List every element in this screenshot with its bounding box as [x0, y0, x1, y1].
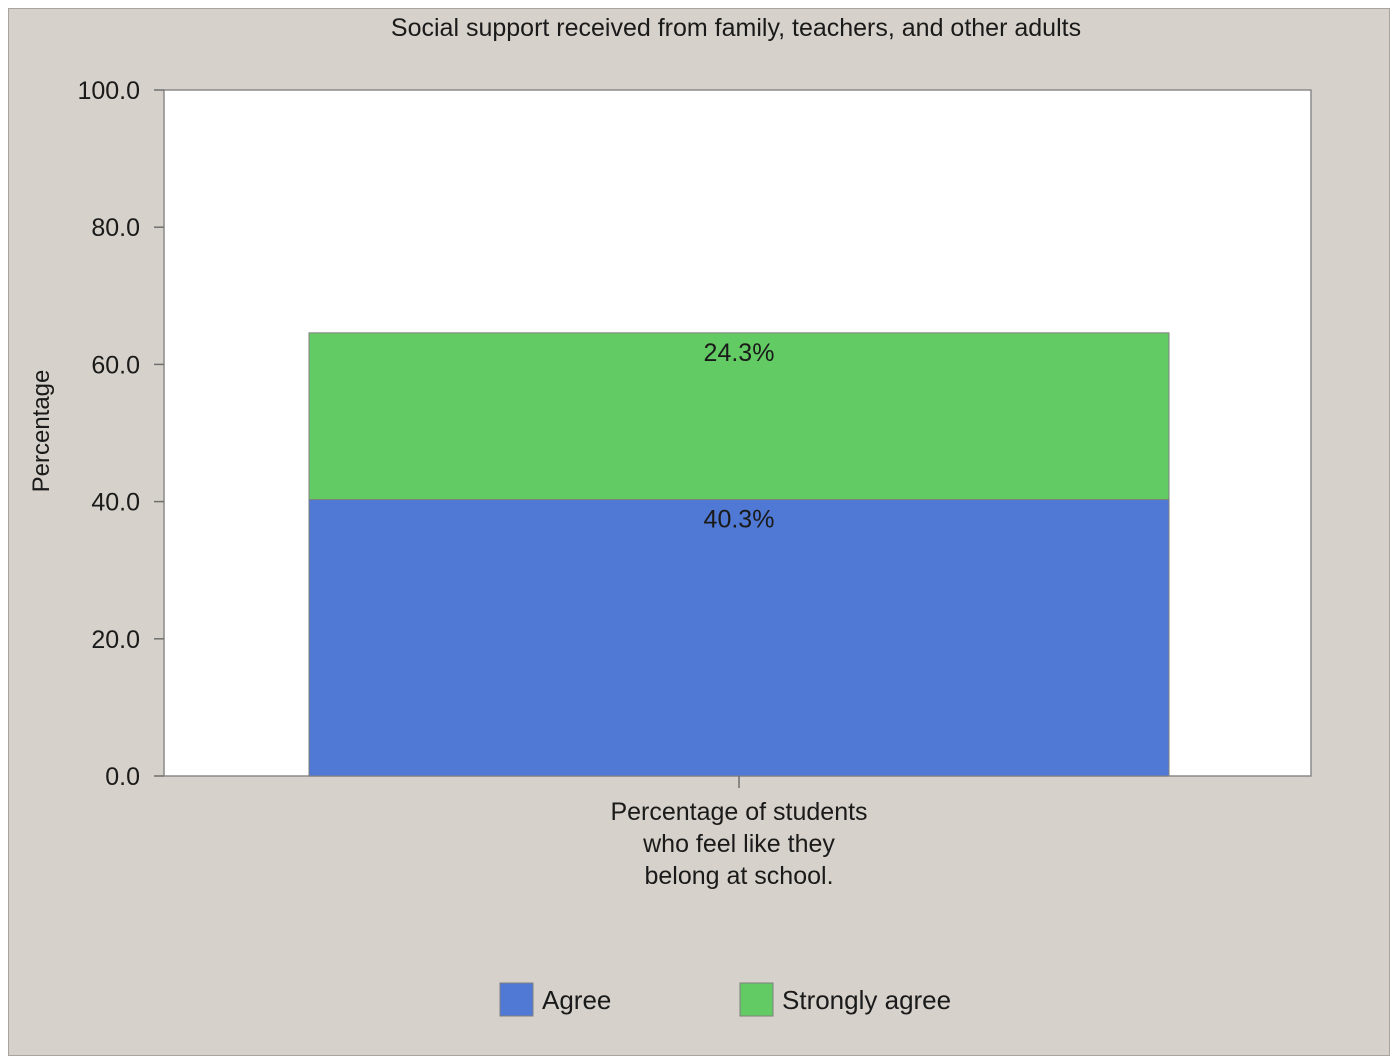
bar-segment-strongly-agree [308, 332, 1170, 501]
y-tick-label: 80.0 [91, 214, 140, 242]
data-label-strongly-agree: 24.3% [704, 339, 775, 367]
legend-swatch-agree [499, 982, 534, 1017]
y-tick-label: 0.0 [105, 763, 140, 791]
y-tick-label: 40.0 [91, 489, 140, 517]
y-tick-label: 100.0 [77, 77, 140, 105]
legend: Agree Strongly agree [499, 982, 951, 1017]
y-axis-label: Percentage [28, 370, 55, 493]
bars-group: 40.3% 24.3% [308, 332, 1170, 777]
chart-title: Social support received from family, tea… [391, 14, 1081, 42]
y-tick-label: 20.0 [91, 626, 140, 654]
x-axis: Percentage of students who feel like they… [610, 776, 868, 890]
bar-segment-agree [308, 499, 1170, 777]
x-category-label-line: belong at school. [644, 862, 833, 890]
x-category-label-line: Percentage of students [610, 798, 867, 826]
y-tick-label: 60.0 [91, 351, 140, 379]
legend-swatch-strongly-agree [739, 982, 774, 1017]
legend-label-agree: Agree [542, 985, 611, 1015]
x-category-label-line: who feel like they [642, 830, 835, 858]
y-axis: 0.0 20.0 40.0 60.0 80.0 100.0 [77, 77, 164, 791]
data-label-agree: 40.3% [704, 506, 775, 534]
legend-label-strongly-agree: Strongly agree [782, 985, 951, 1015]
